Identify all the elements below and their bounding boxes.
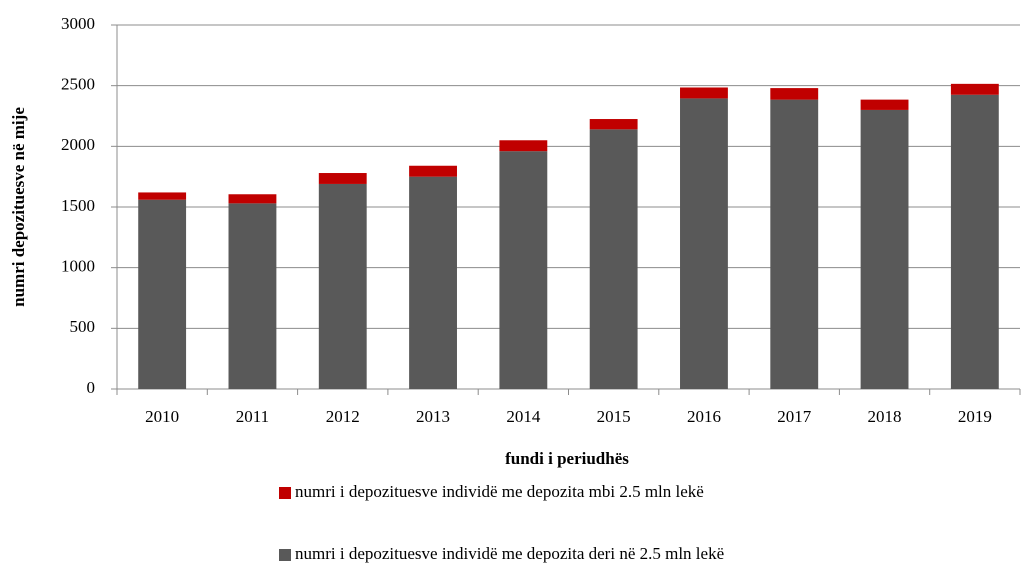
y-tick-label: 2500 <box>61 75 95 94</box>
legend-swatch <box>279 549 291 561</box>
y-tick-label: 1000 <box>61 257 95 276</box>
bar-segment <box>138 199 187 389</box>
legend-label: numri i depozituesve individë me depozit… <box>295 482 704 501</box>
bar-segment <box>680 98 728 389</box>
y-tick-label: 2000 <box>61 135 95 154</box>
y-tick-label: 3000 <box>61 14 95 33</box>
legend-label: numri i depozituesve individë me depozit… <box>295 544 724 563</box>
y-axis-title: numri depozituesve në mije <box>9 107 28 307</box>
x-tick-label: 2019 <box>958 407 992 426</box>
y-tick-label: 1500 <box>61 196 95 215</box>
bar-segment <box>318 183 367 389</box>
bar-segment <box>770 99 819 390</box>
y-tick-label: 500 <box>70 317 96 336</box>
bar-segment <box>409 165 457 177</box>
bar-segment <box>409 176 457 389</box>
x-tick-label: 2017 <box>777 407 812 426</box>
legend-swatch <box>279 487 291 499</box>
bar-segment <box>950 94 999 390</box>
bar-segment <box>860 109 909 389</box>
bar-segment <box>228 203 277 389</box>
x-tick-label: 2016 <box>687 407 721 426</box>
x-tick-label: 2013 <box>416 407 450 426</box>
x-axis-title: fundi i periudhës <box>505 449 629 468</box>
bar-segment <box>589 119 638 130</box>
bar-segment <box>950 83 999 95</box>
bar-segment <box>318 173 367 184</box>
bar-segment <box>499 151 548 389</box>
bar-segment <box>499 140 548 152</box>
bar-segment <box>589 129 638 389</box>
x-tick-label: 2011 <box>236 407 269 426</box>
bar-segment <box>228 194 277 204</box>
x-tick-label: 2012 <box>326 407 360 426</box>
bar-segment <box>680 87 728 99</box>
y-tick-label: 0 <box>87 378 96 397</box>
x-tick-label: 2015 <box>597 407 631 426</box>
x-tick-label: 2010 <box>145 407 179 426</box>
bar-segment <box>770 88 819 100</box>
x-tick-label: 2014 <box>506 407 541 426</box>
bar-segment <box>860 99 909 110</box>
x-tick-label: 2018 <box>868 407 902 426</box>
bar-segment <box>138 192 187 200</box>
